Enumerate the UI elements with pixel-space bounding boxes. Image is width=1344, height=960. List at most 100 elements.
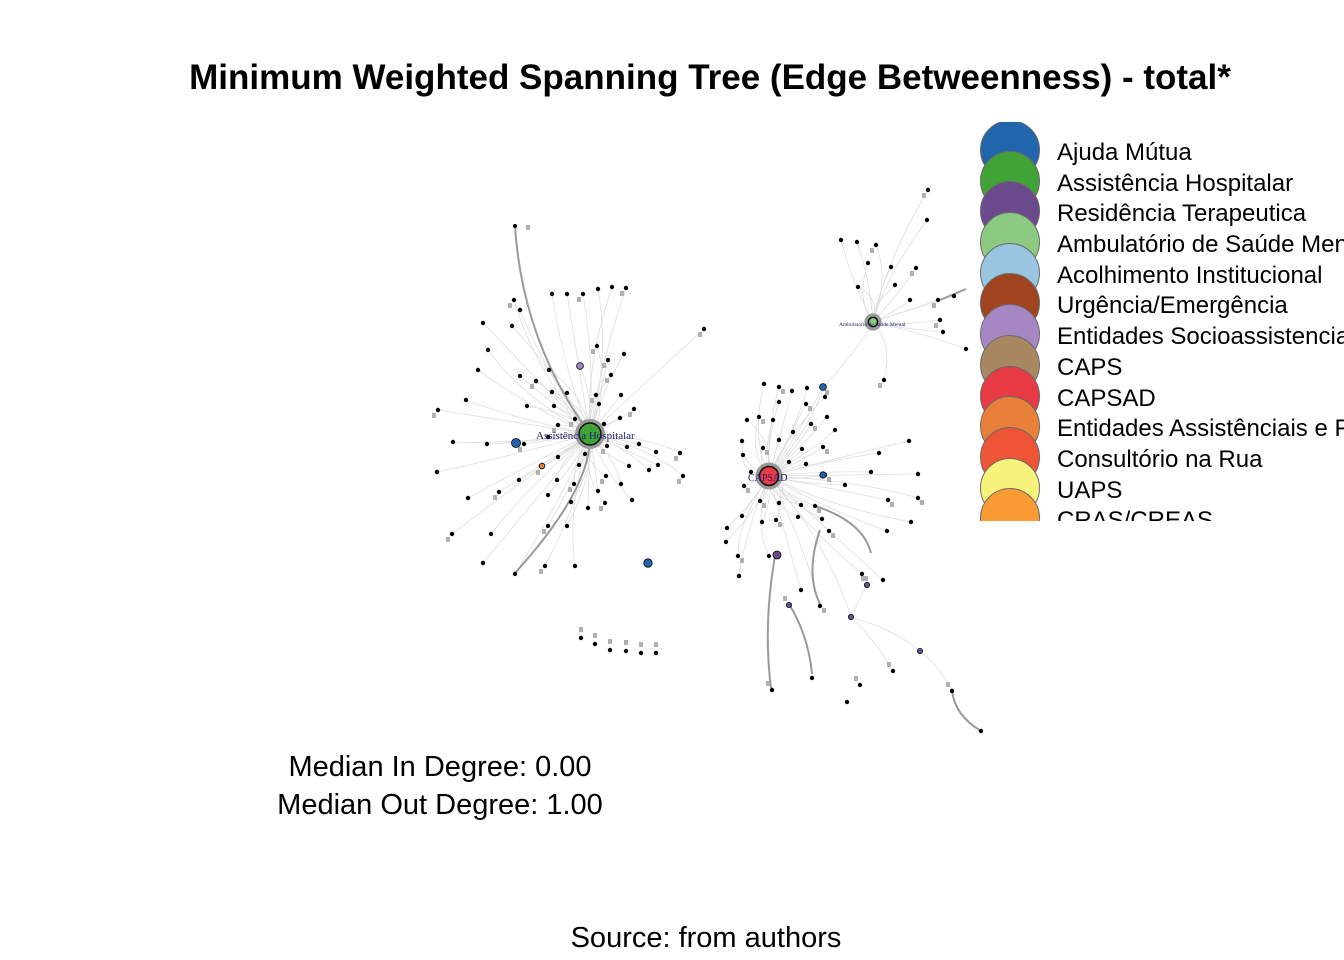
- graph-node: [820, 444, 826, 450]
- node-marker: [762, 503, 766, 508]
- node-marker: [946, 682, 950, 687]
- graph-edges: [436, 189, 982, 732]
- graph-node: [609, 284, 615, 290]
- legend-item: Consultório na Rua: [978, 426, 1344, 487]
- graph-edge: [482, 433, 591, 564]
- node-marker: [539, 569, 543, 574]
- graph-node: [949, 688, 955, 694]
- graph-node: [744, 417, 750, 423]
- node-marker: [577, 297, 581, 302]
- graph-node: [865, 260, 871, 266]
- graph-node: [572, 416, 578, 422]
- graph-node: [848, 614, 855, 621]
- graph-node: [723, 539, 729, 545]
- graph-node: [617, 415, 623, 421]
- graph-node: [819, 516, 825, 522]
- legend-label: Consultório na Rua: [1057, 445, 1263, 473]
- graph-edge: [872, 219, 928, 323]
- legend-item: Assistência Hospitalar: [978, 150, 1344, 211]
- graph-node: [629, 497, 635, 503]
- graph-node: [844, 699, 850, 705]
- node-marker: [605, 378, 609, 383]
- graph-edge: [766, 555, 776, 689]
- graph-node: [740, 452, 746, 458]
- node-marker: [568, 487, 572, 492]
- graph-node: [480, 560, 486, 566]
- legend-label: Entidades Socioassistenciais: [1057, 323, 1344, 351]
- graph-node: [857, 682, 863, 688]
- graph-node: [602, 500, 608, 506]
- legend-label: Entidades Assistênciais e Filantrópicas: [1057, 415, 1344, 443]
- graph-edge: [814, 505, 872, 554]
- node-marker: [446, 537, 450, 542]
- graph-node: [885, 497, 891, 503]
- graph-node: [739, 438, 745, 444]
- graph-edge: [589, 328, 705, 435]
- graph-node: [769, 687, 775, 693]
- graph-node: [603, 473, 609, 479]
- graph-edge: [465, 399, 591, 435]
- hub-label: Assistência Hospitalar: [536, 430, 635, 442]
- graph-node: [868, 469, 874, 475]
- node-marker: [608, 639, 612, 644]
- graph-node: [475, 367, 481, 373]
- graph-node: [585, 505, 591, 511]
- graph-node: [511, 438, 521, 448]
- graph-edge: [589, 287, 627, 435]
- median-out-degree: Median Out Degree: 1.00: [277, 789, 603, 821]
- graph-node: [739, 513, 745, 519]
- graph-node: [655, 462, 661, 468]
- graph-node: [511, 297, 517, 303]
- node-marker: [493, 495, 497, 500]
- graph-node: [450, 439, 456, 445]
- graph-node: [435, 407, 441, 413]
- node-marker: [536, 470, 540, 475]
- graph-node: [819, 383, 827, 391]
- node-marker: [825, 390, 829, 395]
- graph-node: [533, 378, 539, 384]
- node-marker: [432, 413, 436, 418]
- graph-node: [638, 650, 644, 656]
- graph-node: [564, 390, 570, 396]
- graph-node: [809, 675, 815, 681]
- graph-node: [790, 429, 796, 435]
- graph-node: [608, 372, 614, 378]
- graph-node: [576, 462, 582, 468]
- graph-node: [626, 463, 632, 469]
- node-marker: [822, 608, 826, 613]
- node-marker: [761, 419, 765, 424]
- graph-node: [549, 291, 555, 297]
- legend-item: Ajuda Mútua: [978, 122, 1344, 180]
- graph-node: [653, 449, 659, 455]
- graph-node: [890, 668, 896, 674]
- node-marker: [861, 576, 865, 581]
- graph-edge: [768, 475, 884, 581]
- graph-node: [636, 441, 642, 447]
- graph-node: [907, 297, 913, 303]
- graph-edge: [856, 241, 874, 323]
- graph-node: [873, 242, 879, 248]
- node-marker: [542, 529, 546, 534]
- legend-item: CAPSAD: [978, 365, 1344, 426]
- node-marker: [827, 477, 831, 482]
- node-marker: [526, 225, 530, 230]
- graph-node: [736, 573, 742, 579]
- graph-node: [822, 394, 828, 400]
- graph-node: [463, 397, 469, 403]
- degree-stats: Median In Degree: 0.00 Median Out Degree…: [220, 748, 660, 824]
- source-note: Source: from authors: [570, 922, 842, 954]
- graph-node: [798, 502, 804, 508]
- graph-node: [859, 571, 865, 577]
- graph-node: [915, 471, 921, 477]
- graph-edge: [850, 616, 921, 652]
- legend-item: Ambulatório de Saúde Mental: [978, 212, 1344, 273]
- graph-edge: [939, 288, 967, 301]
- graph-edge: [768, 475, 919, 499]
- graph-node: [748, 469, 754, 475]
- legend-item: Entidades Socioassistenciais: [978, 304, 1344, 365]
- legend-label: Acolhimento Institucional: [1057, 261, 1323, 289]
- graph-node: [892, 282, 898, 288]
- graph-node: [549, 389, 555, 395]
- graph-node: [449, 531, 455, 537]
- legend-item: UAPS: [978, 457, 1344, 518]
